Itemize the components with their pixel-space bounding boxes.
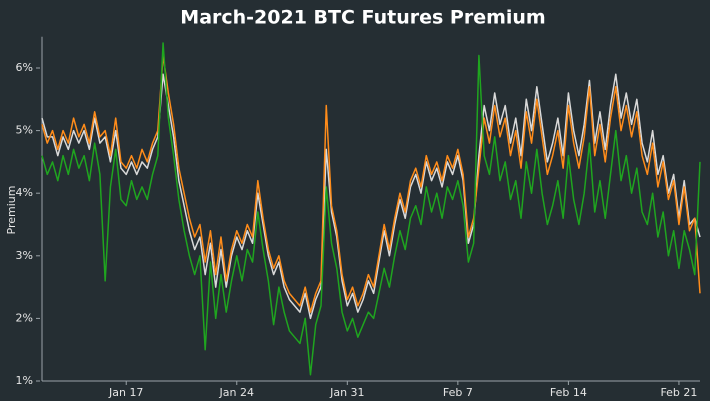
x-tick-label: Jan 24 <box>219 386 254 399</box>
x-tick-label: Jan 31 <box>329 386 364 399</box>
x-tick-label: Feb 14 <box>550 386 587 399</box>
y-axis-label: Premium <box>5 186 18 235</box>
x-tick-label: Jan 17 <box>108 386 143 399</box>
series-line <box>41 42 701 376</box>
y-tick-label: 5% <box>16 124 33 137</box>
x-tick-label: Feb 7 <box>443 386 473 399</box>
series-line <box>41 54 701 313</box>
y-tick-label: 2% <box>16 311 33 324</box>
y-tick-label: 4% <box>16 186 33 199</box>
chart-title: March-2021 BTC Futures Premium <box>180 7 545 29</box>
y-tick-label: 3% <box>16 249 33 262</box>
x-tick-label: Feb 21 <box>660 386 697 399</box>
y-tick-label: 6% <box>16 61 33 74</box>
y-tick-label: 1% <box>16 374 33 387</box>
